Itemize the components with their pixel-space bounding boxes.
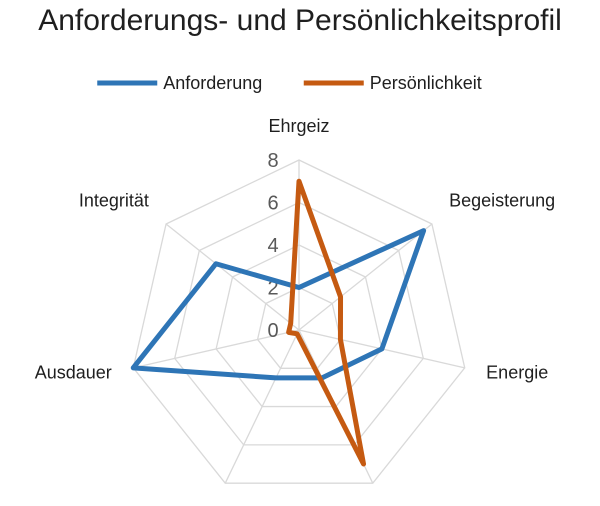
legend-label: Anforderung bbox=[163, 73, 262, 93]
axis-label: Ehrgeiz bbox=[268, 116, 329, 136]
grid-ring bbox=[256, 286, 342, 369]
axis-label: Willenskraft bbox=[123, 505, 216, 506]
axis-label: Integrität bbox=[79, 190, 149, 210]
series-line bbox=[130, 228, 427, 381]
grid-ring bbox=[132, 159, 466, 484]
grid-spoke bbox=[298, 223, 433, 331]
legend-label: Persönlichkeit bbox=[370, 73, 482, 93]
legend: Anforderung Persönlichkeit bbox=[97, 73, 482, 93]
grid-spoke bbox=[165, 223, 300, 331]
grid-ring bbox=[215, 244, 383, 408]
axis-label: Energie bbox=[486, 363, 548, 383]
axis-label: Ausdauer bbox=[35, 363, 112, 383]
tick-label: 0 bbox=[267, 320, 278, 342]
axis-label: Begeisterung bbox=[449, 190, 555, 210]
axis-labels: Ehrgeiz Begeisterung Energie Optimismus Will… bbox=[35, 116, 555, 506]
tick-labels: 0 2 4 6 8 bbox=[267, 150, 278, 342]
series bbox=[130, 178, 427, 467]
grid-ring bbox=[173, 201, 425, 446]
chart-title: Anforderungs- und Persönlichkeitsprofil bbox=[38, 4, 562, 37]
tick-label: 6 bbox=[267, 193, 278, 215]
tick-label: 2 bbox=[267, 278, 278, 300]
tick-label: 8 bbox=[267, 150, 278, 172]
grid-spoke bbox=[133, 329, 300, 369]
grid-spoke bbox=[224, 329, 300, 484]
axis-label: Optimismus bbox=[382, 505, 477, 506]
series-line bbox=[286, 178, 367, 467]
tick-label: 4 bbox=[267, 235, 278, 257]
